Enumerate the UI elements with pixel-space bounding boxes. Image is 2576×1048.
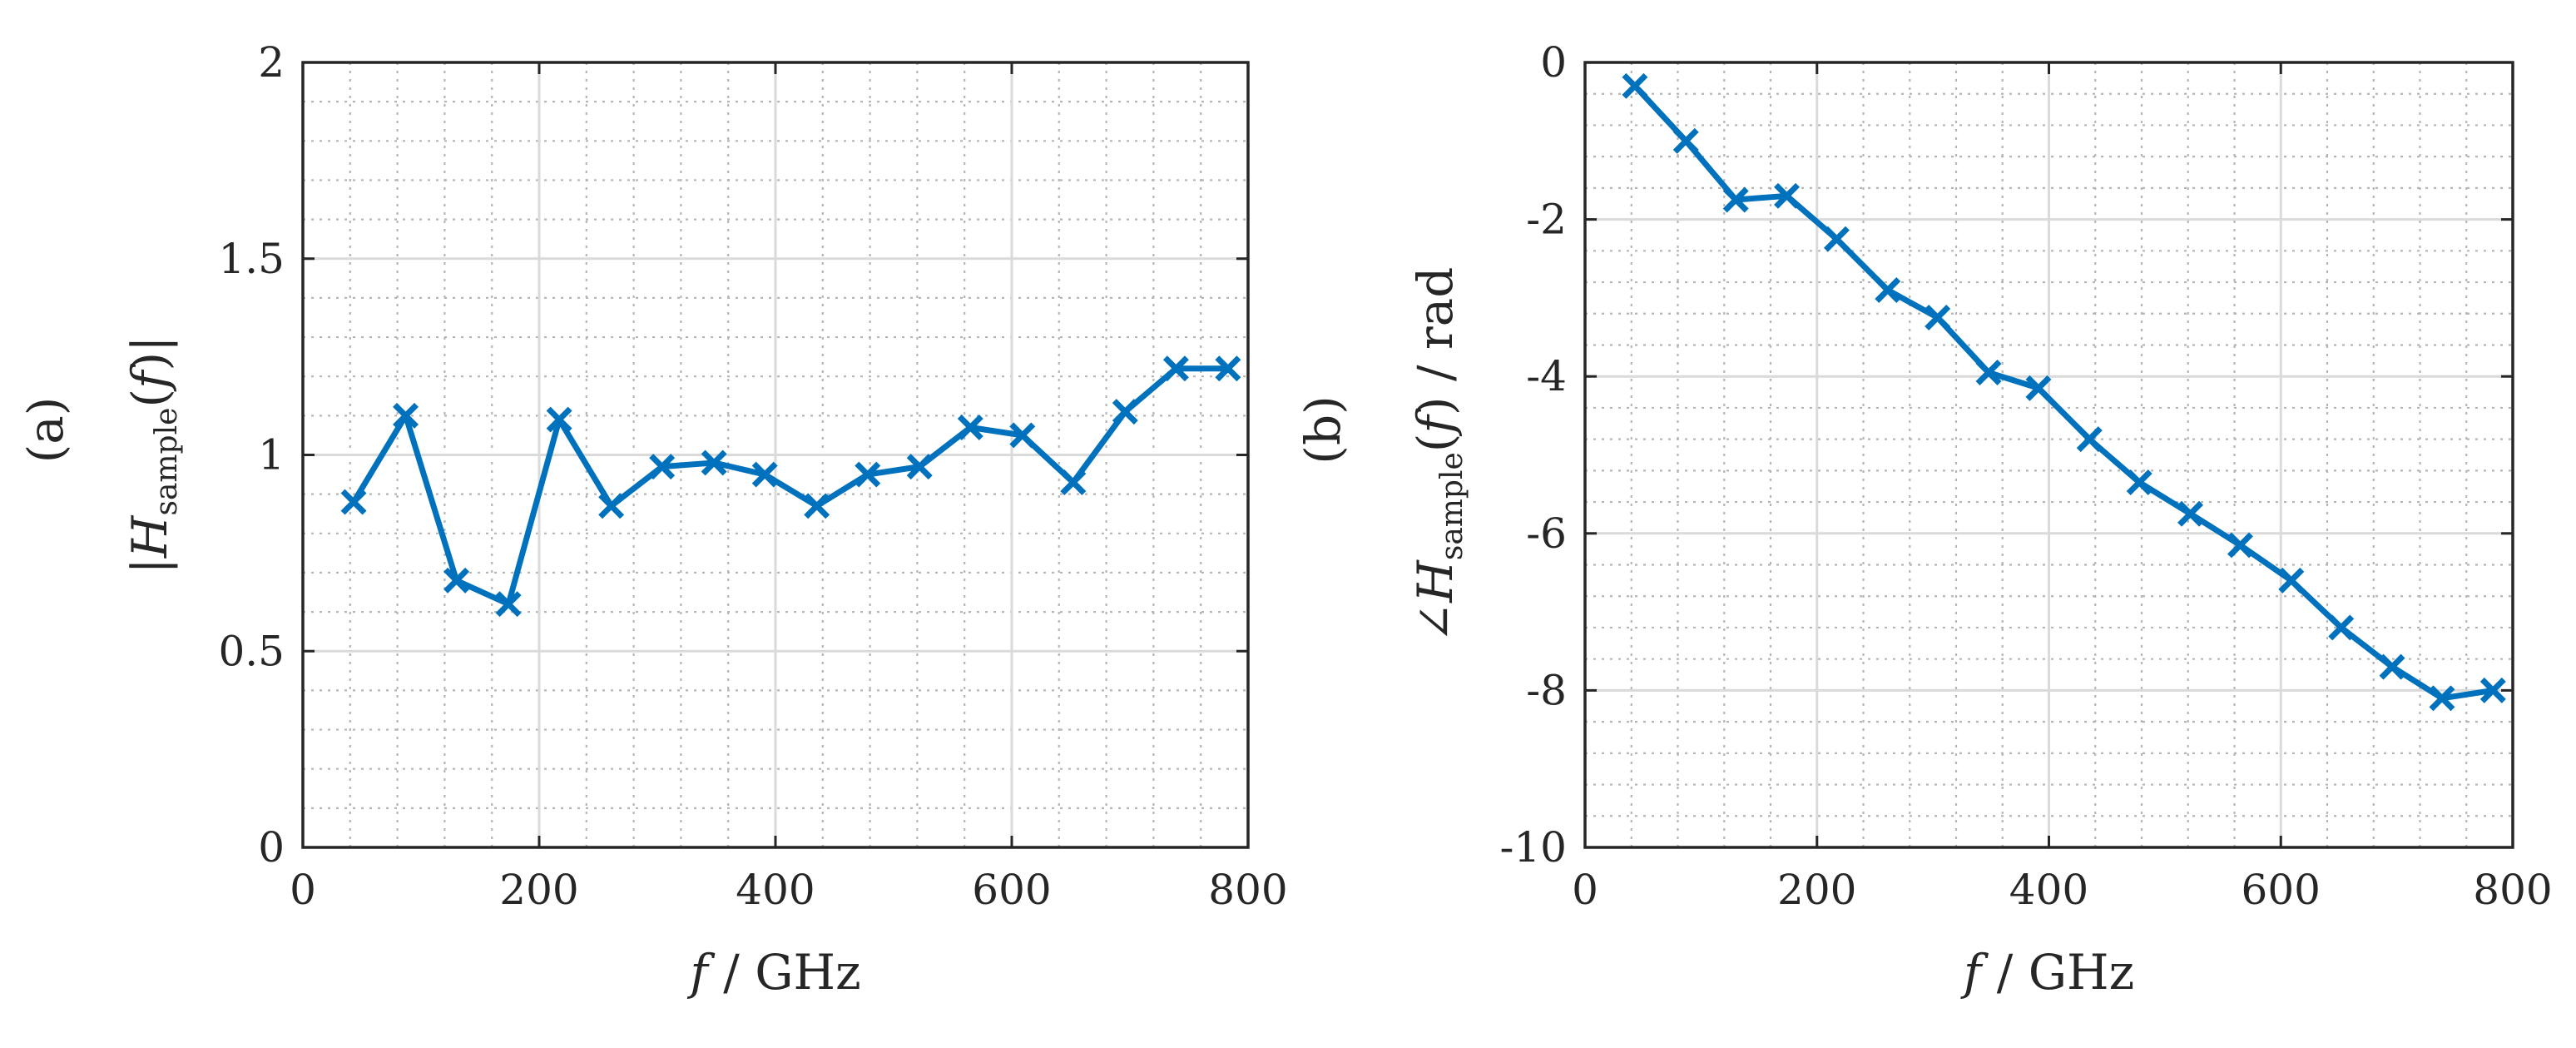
y-tick-label: -10 (1499, 823, 1567, 872)
panel-label: (b) (1295, 395, 1351, 464)
y-tick-label: -4 (1526, 352, 1567, 400)
data-point-marker (1823, 226, 1850, 252)
data-point-marker (2479, 677, 2506, 703)
x-tick-label: 400 (2009, 866, 2088, 914)
chart-panel-b: 0 200 400 600 800 -10 -8 -6 -4 -2 0 f / GHz ∠Hsample… (1295, 38, 2553, 1001)
data-point-marker (1060, 469, 1087, 495)
data-point-marker (1622, 72, 1648, 99)
x-tick-label: 0 (1572, 866, 1598, 914)
data-point-marker (804, 493, 830, 519)
y-tick-label: -6 (1526, 509, 1567, 558)
data-point-marker (2126, 469, 2152, 495)
data-point-marker (340, 489, 367, 515)
data-point-marker (393, 402, 419, 429)
data-point-marker (855, 461, 881, 488)
data-point-marker (649, 454, 676, 480)
data-point-marker (2177, 500, 2204, 527)
x-tick-label: 400 (736, 866, 815, 914)
data-point-marker (2379, 653, 2405, 680)
data-point-marker (598, 493, 625, 519)
x-tick-label: 0 (290, 866, 316, 914)
x-axis-label: f / GHz (686, 944, 860, 1001)
data-point-marker (2278, 567, 2305, 594)
data-point-marker (2227, 532, 2253, 559)
y-tick-label: 0.5 (218, 627, 285, 675)
data-point-marker (1975, 360, 2002, 385)
data-point-marker (1774, 182, 1800, 209)
chart-panel-a: 0 200 400 600 800 0 0.5 1 1.5 2 f / GHz |Hsample(f)… (17, 38, 1288, 1001)
data-point-marker (1875, 276, 1901, 303)
y-tick-label: 1.5 (218, 235, 285, 283)
data-point-marker (2429, 685, 2455, 712)
x-tick-label: 800 (2473, 866, 2552, 914)
data-point-marker (1112, 399, 1138, 425)
data-point-marker (1162, 355, 1189, 382)
data-point-marker (957, 415, 983, 440)
y-tick-label: 2 (258, 38, 285, 87)
data-point-marker (701, 449, 727, 476)
data-point-marker (2025, 375, 2052, 401)
y-tick-label: 0 (1540, 38, 1567, 87)
y-axis-label: ∠Hsample(f) / rad (1407, 267, 1469, 643)
data-point-marker (751, 461, 778, 488)
data-point-marker (546, 406, 572, 433)
data-point-marker (1722, 186, 1749, 213)
data-point-marker (1672, 127, 1699, 154)
y-tick-label: -8 (1526, 666, 1567, 714)
data-point-marker (1925, 305, 1951, 330)
y-tick-label: -2 (1526, 196, 1567, 244)
x-tick-label: 200 (499, 866, 578, 914)
data-point-marker (1009, 422, 1036, 449)
data-point-marker (906, 454, 933, 480)
x-axis-label: f / GHz (1960, 944, 2134, 1001)
x-tick-label: 600 (2242, 866, 2321, 914)
y-tick-label: 1 (258, 431, 285, 479)
data-point-marker (2328, 614, 2355, 641)
data-point-marker (2076, 426, 2103, 453)
data-point-marker (495, 591, 522, 618)
x-tick-label: 200 (1777, 866, 1856, 914)
x-tick-label: 800 (1208, 866, 1287, 914)
data-point-marker (443, 567, 470, 594)
y-tick-label: 0 (258, 823, 285, 872)
data-point-marker (1215, 355, 1241, 382)
y-axis-label: |Hsample(f)| (121, 335, 184, 574)
panel-label: (a) (17, 397, 74, 464)
x-tick-label: 600 (972, 866, 1051, 914)
